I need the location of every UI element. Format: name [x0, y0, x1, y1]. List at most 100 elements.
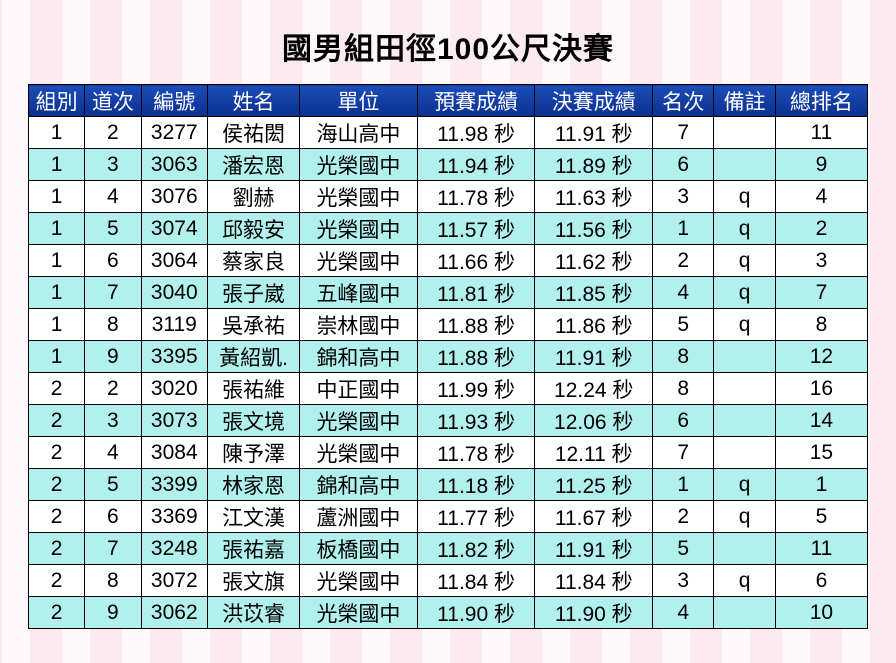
table-cell: 11.88 秒: [417, 309, 535, 341]
header-row: 組別道次編號姓名單位預賽成績決賽成績名次備註總排名: [29, 85, 868, 117]
table-cell: 11.81 秒: [417, 277, 535, 309]
table-cell: 11.84 秒: [417, 565, 535, 597]
table-cell: 2: [29, 373, 85, 405]
table-cell: 11.88 秒: [417, 341, 535, 373]
table-cell: 12.06 秒: [535, 405, 653, 437]
table-cell: 11.56 秒: [535, 213, 653, 245]
table-cell: [714, 437, 775, 469]
table-cell: 3074: [141, 213, 208, 245]
table-cell: 8: [653, 373, 714, 405]
table-cell: 11.86 秒: [535, 309, 653, 341]
column-header: 總排名: [775, 85, 867, 117]
table-row: 243084陳予澤光榮國中11.78 秒12.11 秒715: [29, 437, 868, 469]
table-cell: 7: [775, 277, 867, 309]
table-cell: 1: [29, 181, 85, 213]
table-cell: 7: [85, 533, 141, 565]
table-cell: 5: [775, 501, 867, 533]
table-cell: q: [714, 309, 775, 341]
table-cell: 蔡家良: [208, 245, 300, 277]
table-cell: 3: [653, 565, 714, 597]
table-cell: 3062: [141, 597, 208, 629]
table-row: 293062洪苡睿光榮國中11.90 秒11.90 秒410: [29, 597, 868, 629]
table-cell: 11.91 秒: [535, 117, 653, 149]
table-cell: 9: [85, 341, 141, 373]
column-header: 單位: [300, 85, 418, 117]
table-cell: 張文旗: [208, 565, 300, 597]
table-cell: 11.63 秒: [535, 181, 653, 213]
table-cell: 張祐嘉: [208, 533, 300, 565]
table-cell: 10: [775, 597, 867, 629]
table-cell: 12.24 秒: [535, 373, 653, 405]
table-cell: 6: [653, 149, 714, 181]
table-cell: 3277: [141, 117, 208, 149]
table-cell: [714, 597, 775, 629]
table-cell: 8: [85, 309, 141, 341]
table-cell: 張祐維: [208, 373, 300, 405]
table-cell: 11.90 秒: [417, 597, 535, 629]
table-cell: 錦和高中: [300, 469, 418, 501]
table-cell: q: [714, 245, 775, 277]
table-head: 組別道次編號姓名單位預賽成績決賽成績名次備註總排名: [29, 85, 868, 117]
column-header: 預賽成績: [417, 85, 535, 117]
table-cell: 7: [653, 437, 714, 469]
table-cell: 3063: [141, 149, 208, 181]
table-cell: 5: [653, 309, 714, 341]
table-cell: 林家恩: [208, 469, 300, 501]
table-cell: [714, 373, 775, 405]
table-cell: 光榮國中: [300, 213, 418, 245]
table-cell: 11.67 秒: [535, 501, 653, 533]
table-cell: 光榮國中: [300, 245, 418, 277]
table-row: 263369江文漢蘆洲國中11.77 秒11.67 秒2q5: [29, 501, 868, 533]
table-cell: 5: [653, 533, 714, 565]
table-cell: 6: [653, 405, 714, 437]
table-cell: 光榮國中: [300, 181, 418, 213]
results-table: 組別道次編號姓名單位預賽成績決賽成績名次備註總排名 123277侯祐閎海山高中1…: [28, 84, 868, 629]
table-cell: 1: [29, 117, 85, 149]
table-cell: [714, 149, 775, 181]
table-cell: 11.25 秒: [535, 469, 653, 501]
table-cell: 1: [29, 341, 85, 373]
table-cell: 11.94 秒: [417, 149, 535, 181]
table-cell: 4: [775, 181, 867, 213]
table-cell: 板橋國中: [300, 533, 418, 565]
column-header: 姓名: [208, 85, 300, 117]
table-row: 173040張子崴五峰國中11.81 秒11.85 秒4q7: [29, 277, 868, 309]
table-cell: 11.57 秒: [417, 213, 535, 245]
table-cell: 錦和高中: [300, 341, 418, 373]
table-cell: 11.98 秒: [417, 117, 535, 149]
table-cell: 3073: [141, 405, 208, 437]
table-row: 153074邱毅安光榮國中11.57 秒11.56 秒1q2: [29, 213, 868, 245]
table-cell: 11.99 秒: [417, 373, 535, 405]
table-cell: 2: [85, 117, 141, 149]
table-cell: 3: [85, 149, 141, 181]
table-cell: 2: [29, 469, 85, 501]
table-cell: 2: [85, 373, 141, 405]
table-row: 223020張祐維中正國中11.99 秒12.24 秒816: [29, 373, 868, 405]
table-body: 123277侯祐閎海山高中11.98 秒11.91 秒711133063潘宏恩光…: [29, 117, 868, 629]
table-cell: 14: [775, 405, 867, 437]
table-cell: 光榮國中: [300, 149, 418, 181]
table-cell: 11.91 秒: [535, 533, 653, 565]
table-cell: 2: [29, 437, 85, 469]
table-cell: 2: [29, 565, 85, 597]
table-cell: 1: [29, 149, 85, 181]
table-row: 283072張文旗光榮國中11.84 秒11.84 秒3q6: [29, 565, 868, 597]
table-cell: 16: [775, 373, 867, 405]
table-cell: 11: [775, 533, 867, 565]
table-cell: q: [714, 565, 775, 597]
table-cell: 1: [29, 213, 85, 245]
column-header: 備註: [714, 85, 775, 117]
table-cell: 2: [29, 597, 85, 629]
table-cell: 黃紹凱.: [208, 341, 300, 373]
table-cell: 4: [653, 277, 714, 309]
table-cell: 11.77 秒: [417, 501, 535, 533]
table-cell: 11.84 秒: [535, 565, 653, 597]
table-cell: 11: [775, 117, 867, 149]
table-cell: 9: [775, 149, 867, 181]
table-cell: q: [714, 277, 775, 309]
table-cell: 4: [653, 597, 714, 629]
table-cell: 5: [85, 469, 141, 501]
table-cell: 蘆洲國中: [300, 501, 418, 533]
table-cell: 12.11 秒: [535, 437, 653, 469]
table-cell: 張文境: [208, 405, 300, 437]
